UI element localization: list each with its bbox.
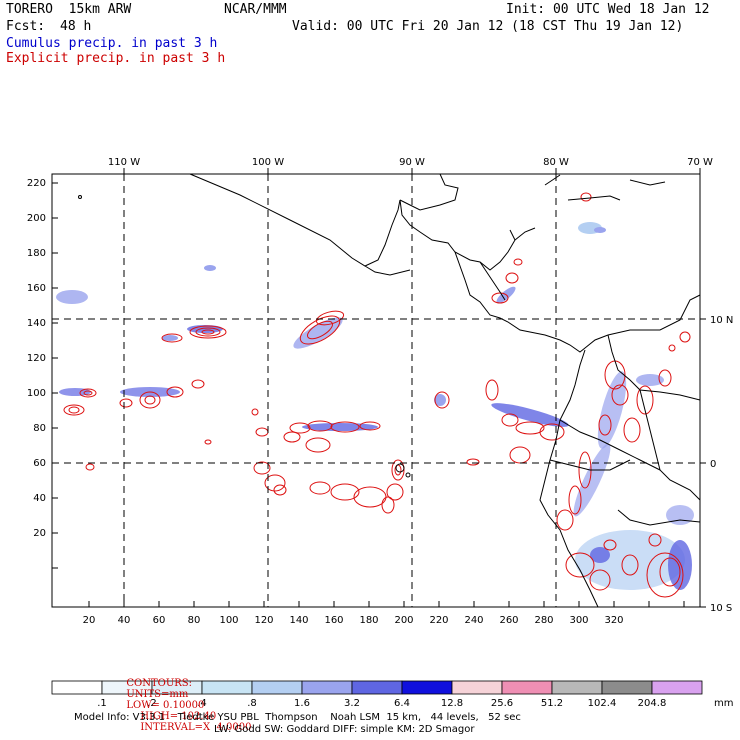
valid-time: Valid: 00 UTC Fri 20 Jan 12 (18 CST Thu …: [292, 19, 684, 34]
coastlines: [189, 173, 701, 608]
lon-label: 110 W: [108, 157, 140, 168]
colorbar: .1 .2 .4 .8 1.6 3.2 6.4 12.8 25.6 51.2 102.4 204.8 m…: [51, 680, 733, 709]
colorbar-swatch: [301, 680, 353, 695]
x-tick-label: 280: [534, 615, 553, 626]
lat-label: 0: [710, 459, 716, 470]
colorbar-label: .8: [247, 698, 257, 709]
x-tick-label: 160: [324, 615, 343, 626]
y-tick-label: 20: [33, 528, 46, 539]
contours-units: UNITS=mm: [126, 689, 189, 700]
init-time: Init: 00 UTC Wed 18 Jan 12: [506, 2, 710, 17]
x-tick-label: 260: [499, 615, 518, 626]
y-tick-label: 40: [33, 493, 46, 504]
x-tick-label: 180: [359, 615, 378, 626]
x-tick-label: 140: [289, 615, 308, 626]
forecast-hours: 48 h: [60, 19, 92, 34]
x-tick-label: 240: [464, 615, 483, 626]
x-tick-label: 80: [188, 615, 201, 626]
islands: [78, 195, 411, 478]
x-tick-label: 100: [219, 615, 238, 626]
colorbar-label: 25.6: [491, 698, 513, 709]
y-tick-label: 80: [33, 423, 46, 434]
y-tick-label: 120: [27, 353, 46, 364]
colorbar-swatch: [501, 680, 553, 695]
lon-label: 90 W: [399, 157, 425, 168]
contours-high: HIGH= 102.40: [140, 711, 217, 722]
cumulus-legend: Cumulus precip. in past 3 h: [6, 36, 218, 51]
colorbar-swatch: [651, 680, 703, 695]
lon-label: 100 W: [252, 157, 284, 168]
colorbar-label: .4: [197, 698, 207, 709]
explicit-legend: Explicit precip. in past 3 h: [6, 51, 226, 66]
contours-label: CONTOURS:: [126, 678, 193, 689]
colorbar-label: .2: [147, 698, 157, 709]
contours-info: CONTOURS: UNITS=mm LOW= 0.10000 HIGH= 10…: [120, 667, 251, 733]
colorbar-label: 12.8: [441, 698, 463, 709]
y-tick-label: 140: [27, 318, 46, 329]
colorbar-label: 204.8: [638, 698, 667, 709]
x-tick-label: 220: [429, 615, 448, 626]
organization: NCAR/MMM: [224, 2, 287, 17]
colorbar-swatch: [251, 680, 303, 695]
contours-low: LOW= 0.10000: [126, 700, 205, 711]
lon-label: 70 W: [687, 157, 713, 168]
x-tick-label: 200: [394, 615, 413, 626]
physics-info: LW: Godd SW: Goddard DIFF: simple KM: 2D…: [214, 724, 475, 735]
lat-label: 10 N: [710, 315, 733, 326]
x-tick-label: 60: [153, 615, 166, 626]
colorbar-label: 102.4: [588, 698, 617, 709]
contours-interval: INTERVAL=X 4.0000: [140, 722, 252, 733]
forecast-label: Fcst:: [6, 19, 46, 34]
colorbar-unit: mm: [714, 698, 733, 709]
y-tick-label: 180: [27, 248, 46, 259]
colorbar-swatch: [551, 680, 603, 695]
y-tick-label: 160: [27, 283, 46, 294]
colorbar-label: 6.4: [394, 698, 410, 709]
colorbar-label: 1.6: [294, 698, 310, 709]
colorbar-label: 3.2: [344, 698, 360, 709]
lat-label: 10 S: [710, 603, 732, 614]
y-tick-label: 60: [33, 458, 46, 469]
explicit-precip-contours: [63, 192, 691, 598]
y-tick-label: 100: [27, 388, 46, 399]
colorbar-swatch: [351, 680, 403, 695]
colorbar-label: .1: [97, 698, 107, 709]
axis-ticks: [52, 168, 706, 608]
x-tick-label: 40: [118, 615, 131, 626]
x-tick-label: 320: [604, 615, 623, 626]
x-tick-label: 300: [569, 615, 588, 626]
model-info: Model Info: V3.3.1 Tiedtke YSU PBL Thomp…: [74, 712, 521, 723]
y-tick-label: 220: [27, 178, 46, 189]
model-title: TORERO 15km ARW: [6, 2, 132, 17]
x-tick-label: 120: [254, 615, 273, 626]
colorbar-swatch: [401, 680, 453, 695]
colorbar-swatch: [51, 680, 103, 695]
lon-label: 80 W: [543, 157, 569, 168]
colorbar-label: 51.2: [541, 698, 563, 709]
y-tick-label: 200: [27, 213, 46, 224]
x-tick-label: 20: [83, 615, 96, 626]
latlon-grid: [52, 174, 700, 607]
colorbar-swatch: [601, 680, 653, 695]
colorbar-swatch: [451, 680, 503, 695]
